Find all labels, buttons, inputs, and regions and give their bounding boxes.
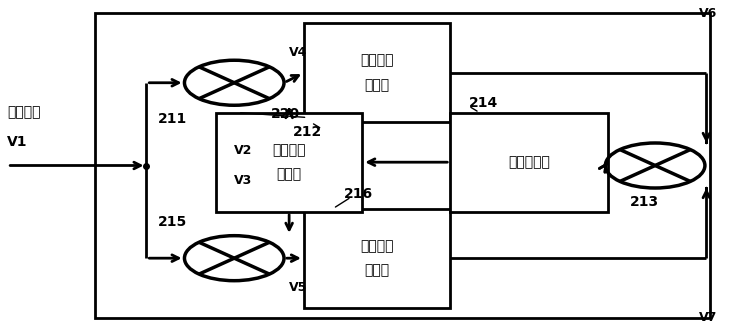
Bar <box>450 113 608 212</box>
Bar <box>304 209 450 308</box>
Text: 211: 211 <box>157 112 187 126</box>
Text: V4: V4 <box>289 46 307 60</box>
Text: 第二低通: 第二低通 <box>360 239 394 253</box>
Text: 滤波器: 滤波器 <box>365 78 389 92</box>
Text: 216: 216 <box>344 187 373 201</box>
Text: 220: 220 <box>271 107 300 121</box>
Text: V7: V7 <box>699 311 717 324</box>
Text: V5: V5 <box>289 281 307 295</box>
Text: 215: 215 <box>157 215 187 229</box>
Text: 输入信号: 输入信号 <box>7 106 41 119</box>
Text: V2: V2 <box>234 144 253 157</box>
Text: 212: 212 <box>293 125 322 139</box>
Text: 数字频率: 数字频率 <box>272 143 306 157</box>
Bar <box>304 23 450 122</box>
Bar <box>95 13 710 318</box>
Text: 环路滤波器: 环路滤波器 <box>508 155 550 169</box>
Text: 第一低通: 第一低通 <box>360 53 394 68</box>
Text: 214: 214 <box>468 96 498 110</box>
Text: V1: V1 <box>7 135 28 149</box>
Bar <box>216 113 362 212</box>
Text: 综合器: 综合器 <box>277 167 302 182</box>
Text: 滤波器: 滤波器 <box>365 263 389 278</box>
Text: V3: V3 <box>234 174 253 187</box>
Text: V6: V6 <box>699 7 717 20</box>
Text: 213: 213 <box>630 195 659 209</box>
